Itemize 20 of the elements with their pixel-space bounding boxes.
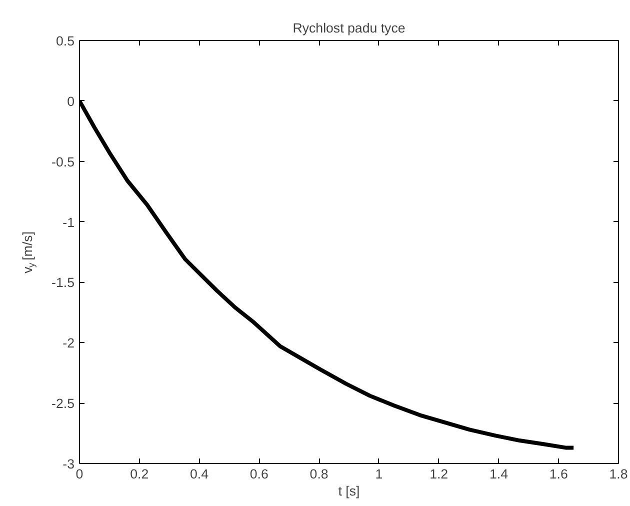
y-tick-label: 0: [67, 94, 75, 109]
x-tick-label: 0.6: [250, 466, 268, 482]
y-tick-label: 0.5: [56, 34, 75, 48]
x-tick-label: 1.2: [430, 466, 448, 482]
y-axis-title: vy [m/s]: [20, 231, 36, 274]
chart-title: Rychlost padu tyce: [292, 20, 406, 36]
x-axis-title: t [s]: [338, 484, 360, 498]
y-tick-label: -3: [62, 456, 75, 472]
x-tick-label: 1: [375, 466, 383, 482]
x-tick-label: 0.8: [310, 466, 328, 482]
x-tick-label: 1.4: [489, 466, 509, 482]
y-tick-label: -0.5: [52, 154, 74, 170]
y-tick-label: -1.5: [52, 275, 74, 290]
y-tick-label: -1: [62, 214, 75, 230]
y-tick-label: -2.5: [52, 396, 74, 412]
x-tick-label: 0.2: [130, 466, 149, 482]
y-tick-label: -2: [62, 336, 75, 351]
x-tick-label: 0.4: [190, 466, 210, 482]
x-tick-label: 1.8: [609, 466, 628, 482]
x-tick-label: 1.6: [549, 466, 568, 482]
